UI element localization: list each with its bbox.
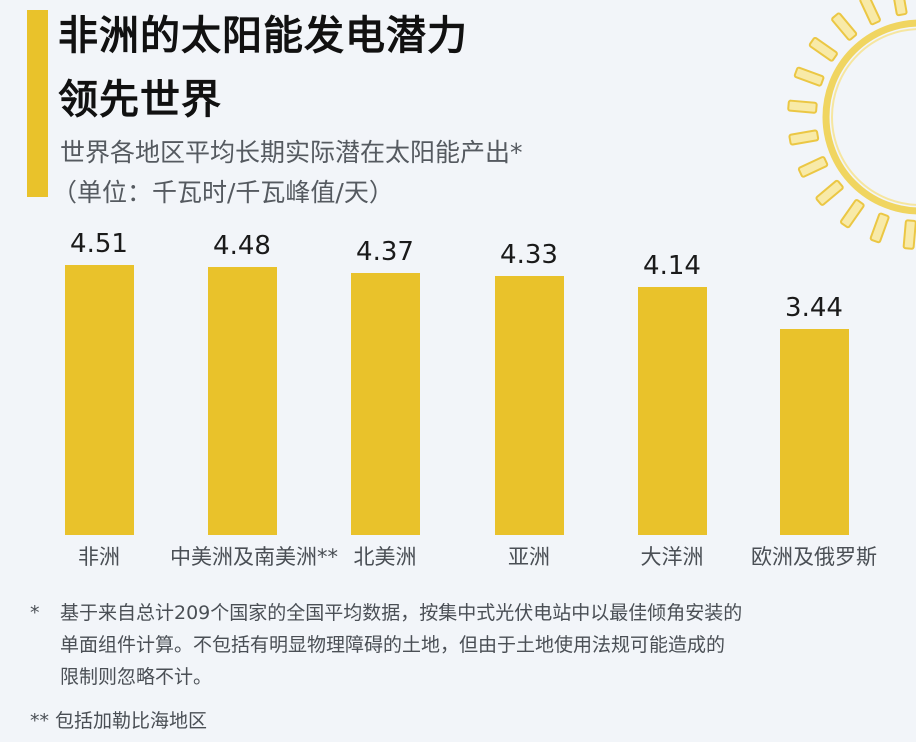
bar-value-label: 4.14 — [643, 251, 701, 281]
bar-value-label: 4.48 — [213, 231, 271, 261]
category-label: 亚洲 — [508, 545, 550, 569]
bar — [780, 329, 849, 535]
bar-value-label: 4.37 — [356, 237, 414, 267]
category-label: 非洲 — [78, 545, 120, 569]
category-label: 欧洲及俄罗斯 — [751, 545, 877, 569]
bar-value-label: 4.33 — [500, 240, 558, 270]
subtitle-line-2: （单位：千瓦时/千瓦峰值/天） — [52, 178, 394, 207]
footnote-mark: * — [30, 602, 40, 624]
title-line-2: 领先世界 — [58, 77, 222, 123]
sun-icon — [787, 0, 916, 250]
footnote-1: * 基于来自总计209个国家的全国平均数据，按集中式光伏电站中以最佳倾角安装的 … — [30, 597, 742, 688]
bar-value-label: 3.44 — [785, 293, 843, 323]
bar-chart: 4.51 非洲 4.48 中美洲及南美洲** 4.37 北美洲 4.33 亚洲 4.14 大洋洲 3… — [65, 229, 877, 569]
footnote-1-line-2: 单面组件计算。不包括有明显物理障碍的土地，但由于土地使用法规可能造成的 — [60, 634, 726, 656]
footnote-1-line-3: 限制则忽略不计。 — [60, 666, 213, 688]
title-accent-bar — [27, 10, 48, 197]
category-label: 中美洲及南美洲** — [170, 545, 338, 569]
subtitle-line-1: 世界各地区平均长期实际潜在太阳能产出* — [60, 138, 523, 167]
bar — [495, 276, 564, 535]
title-line-1: 非洲的太阳能发电潜力 — [58, 13, 468, 59]
chart-title: 非洲的太阳能发电潜力 领先世界 — [58, 4, 468, 132]
footnote-1-line-1: 基于来自总计209个国家的全国平均数据，按集中式光伏电站中以最佳倾角安装的 — [60, 602, 743, 624]
footnote-2: ** 包括加勒比海地区 — [30, 705, 207, 737]
bar — [208, 267, 277, 535]
category-label: 大洋洲 — [640, 545, 704, 569]
footnote-mark: ** — [30, 710, 49, 732]
bar — [65, 265, 134, 535]
bar-value-label: 4.51 — [70, 229, 128, 259]
footnote-2-text: 包括加勒比海地区 — [55, 710, 208, 732]
chart-subtitle: 世界各地区平均长期实际潜在太阳能产出* （单位：千瓦时/千瓦峰值/天） — [52, 133, 523, 213]
category-label: 北美洲 — [353, 545, 417, 569]
bar — [638, 287, 707, 535]
bar — [351, 273, 420, 535]
